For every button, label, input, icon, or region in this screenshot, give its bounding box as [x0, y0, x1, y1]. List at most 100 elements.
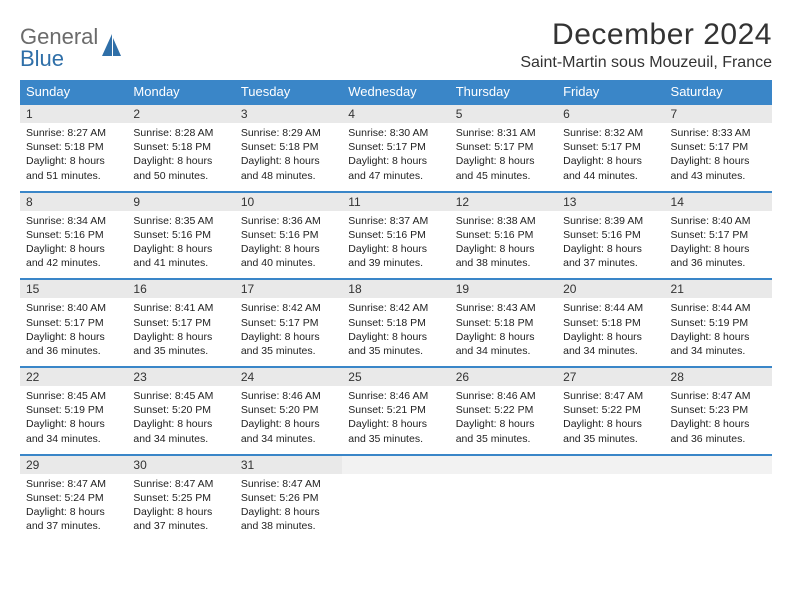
daylight-text: Daylight: 8 hours and 34 minutes. — [241, 417, 336, 445]
day-details: Sunrise: 8:46 AMSunset: 5:20 PMDaylight:… — [235, 386, 342, 454]
daylight-text: Daylight: 8 hours and 36 minutes. — [671, 417, 766, 445]
daylight-text: Daylight: 8 hours and 35 minutes. — [456, 417, 551, 445]
day-number: 19 — [450, 280, 557, 298]
day-details: Sunrise: 8:44 AMSunset: 5:18 PMDaylight:… — [557, 298, 664, 366]
day-details: Sunrise: 8:47 AMSunset: 5:26 PMDaylight:… — [235, 474, 342, 542]
calendar-day-cell: 15Sunrise: 8:40 AMSunset: 5:17 PMDayligh… — [20, 279, 127, 367]
sunrise-text: Sunrise: 8:45 AM — [26, 389, 121, 403]
day-number: 25 — [342, 368, 449, 386]
day-number: 1 — [20, 105, 127, 123]
dow-wednesday: Wednesday — [342, 80, 449, 104]
calendar-week-row: 29Sunrise: 8:47 AMSunset: 5:24 PMDayligh… — [20, 455, 772, 542]
day-details: Sunrise: 8:43 AMSunset: 5:18 PMDaylight:… — [450, 298, 557, 366]
daylight-text: Daylight: 8 hours and 51 minutes. — [26, 154, 121, 182]
sunrise-text: Sunrise: 8:47 AM — [133, 477, 228, 491]
day-number: 20 — [557, 280, 664, 298]
day-number — [450, 456, 557, 474]
sunset-text: Sunset: 5:16 PM — [241, 228, 336, 242]
daylight-text: Daylight: 8 hours and 39 minutes. — [348, 242, 443, 270]
day-of-week-row: Sunday Monday Tuesday Wednesday Thursday… — [20, 80, 772, 104]
day-number: 18 — [342, 280, 449, 298]
day-number: 24 — [235, 368, 342, 386]
daylight-text: Daylight: 8 hours and 44 minutes. — [563, 154, 658, 182]
calendar-day-cell: 2Sunrise: 8:28 AMSunset: 5:18 PMDaylight… — [127, 104, 234, 192]
sunset-text: Sunset: 5:18 PM — [133, 140, 228, 154]
sunset-text: Sunset: 5:17 PM — [456, 140, 551, 154]
calendar-day-cell: 1Sunrise: 8:27 AMSunset: 5:18 PMDaylight… — [20, 104, 127, 192]
day-number: 2 — [127, 105, 234, 123]
day-number: 22 — [20, 368, 127, 386]
calendar-day-cell: 21Sunrise: 8:44 AMSunset: 5:19 PMDayligh… — [665, 279, 772, 367]
sunset-text: Sunset: 5:18 PM — [241, 140, 336, 154]
day-details: Sunrise: 8:36 AMSunset: 5:16 PMDaylight:… — [235, 211, 342, 279]
sunset-text: Sunset: 5:16 PM — [133, 228, 228, 242]
calendar-day-cell: 4Sunrise: 8:30 AMSunset: 5:17 PMDaylight… — [342, 104, 449, 192]
dow-saturday: Saturday — [665, 80, 772, 104]
sunrise-text: Sunrise: 8:39 AM — [563, 214, 658, 228]
calendar-day-cell — [665, 455, 772, 542]
calendar-day-cell: 20Sunrise: 8:44 AMSunset: 5:18 PMDayligh… — [557, 279, 664, 367]
day-number: 21 — [665, 280, 772, 298]
calendar-body: 1Sunrise: 8:27 AMSunset: 5:18 PMDaylight… — [20, 104, 772, 541]
calendar-day-cell: 7Sunrise: 8:33 AMSunset: 5:17 PMDaylight… — [665, 104, 772, 192]
day-number: 29 — [20, 456, 127, 474]
calendar-day-cell: 28Sunrise: 8:47 AMSunset: 5:23 PMDayligh… — [665, 367, 772, 455]
sunset-text: Sunset: 5:17 PM — [133, 316, 228, 330]
daylight-text: Daylight: 8 hours and 47 minutes. — [348, 154, 443, 182]
calendar-table: Sunday Monday Tuesday Wednesday Thursday… — [20, 80, 772, 541]
daylight-text: Daylight: 8 hours and 45 minutes. — [456, 154, 551, 182]
calendar-week-row: 22 Sunrise: 8:45 AMSunset: 5:19 PM Dayligh… — [20, 367, 772, 455]
day-details: Sunrise: 8:29 AMSunset: 5:18 PMDaylight:… — [235, 123, 342, 191]
day-details: Sunrise: 8:42 AMSunset: 5:18 PMDaylight:… — [342, 298, 449, 366]
sunrise-text: Sunrise: 8:47 AM — [671, 389, 766, 403]
sunset-text: Sunset: 5:21 PM — [348, 403, 443, 417]
day-details: Sunrise: 8:38 AMSunset: 5:16 PMDaylight:… — [450, 211, 557, 279]
sunrise-text: Sunrise: 8:28 AM — [133, 126, 228, 140]
dow-sunday: Sunday — [20, 80, 127, 104]
daylight-text: Daylight: 8 hours and 34 minutes. — [671, 330, 766, 358]
day-number — [342, 456, 449, 474]
day-details: Sunrise: 8:33 AMSunset: 5:17 PMDaylight:… — [665, 123, 772, 191]
sunrise-text: Sunrise: 8:43 AM — [456, 301, 551, 315]
calendar-day-cell: 6Sunrise: 8:32 AMSunset: 5:17 PMDaylight… — [557, 104, 664, 192]
daylight-text: Daylight: 8 hours and 35 minutes. — [348, 417, 443, 445]
calendar-day-cell: 10Sunrise: 8:36 AMSunset: 5:16 PMDayligh… — [235, 192, 342, 280]
day-number: 30 — [127, 456, 234, 474]
sunrise-text: Sunrise: 8:35 AM — [133, 214, 228, 228]
daylight-text: Daylight: 8 hours and 43 minutes. — [671, 154, 766, 182]
daylight-text: Daylight: 8 hours and 42 minutes. — [26, 242, 121, 270]
sunset-text: Sunset: 5:23 PM — [671, 403, 766, 417]
calendar-day-cell: 17Sunrise: 8:42 AMSunset: 5:17 PMDayligh… — [235, 279, 342, 367]
sunrise-text: Sunrise: 8:47 AM — [26, 477, 121, 491]
calendar-day-cell — [557, 455, 664, 542]
day-details: Sunrise: 8:31 AMSunset: 5:17 PMDaylight:… — [450, 123, 557, 191]
daylight-text: Daylight: 8 hours and 38 minutes. — [241, 505, 336, 533]
sunrise-text: Sunrise: 8:40 AM — [26, 301, 121, 315]
sunset-text: Sunset: 5:22 PM — [563, 403, 658, 417]
day-number: 10 — [235, 193, 342, 211]
daylight-text: Daylight: 8 hours and 40 minutes. — [241, 242, 336, 270]
calendar-week-row: 1Sunrise: 8:27 AMSunset: 5:18 PMDaylight… — [20, 104, 772, 192]
sunset-text: Sunset: 5:20 PM — [241, 403, 336, 417]
sunset-text: Sunset: 5:19 PM — [26, 403, 121, 417]
day-details — [665, 474, 772, 538]
daylight-text: Daylight: 8 hours and 37 minutes. — [133, 505, 228, 533]
day-details — [342, 474, 449, 538]
day-number: 26 — [450, 368, 557, 386]
sunrise-text: Sunrise: 8:36 AM — [241, 214, 336, 228]
day-number: 4 — [342, 105, 449, 123]
calendar-day-cell: 14Sunrise: 8:40 AMSunset: 5:17 PMDayligh… — [665, 192, 772, 280]
sunrise-text: Sunrise: 8:41 AM — [133, 301, 228, 315]
day-details: Sunrise: 8:47 AMSunset: 5:25 PMDaylight:… — [127, 474, 234, 542]
sunrise-text: Sunrise: 8:42 AM — [241, 301, 336, 315]
calendar-day-cell: 30Sunrise: 8:47 AMSunset: 5:25 PMDayligh… — [127, 455, 234, 542]
sunset-text: Sunset: 5:22 PM — [456, 403, 551, 417]
sunset-text: Sunset: 5:18 PM — [563, 316, 658, 330]
daylight-text: Daylight: 8 hours and 37 minutes. — [563, 242, 658, 270]
sunset-text: Sunset: 5:25 PM — [133, 491, 228, 505]
logo: General Blue — [20, 18, 123, 70]
sunset-text: Sunset: 5:18 PM — [26, 140, 121, 154]
day-number: 3 — [235, 105, 342, 123]
sunrise-text: Sunrise: 8:44 AM — [671, 301, 766, 315]
sunset-text: Sunset: 5:16 PM — [26, 228, 121, 242]
